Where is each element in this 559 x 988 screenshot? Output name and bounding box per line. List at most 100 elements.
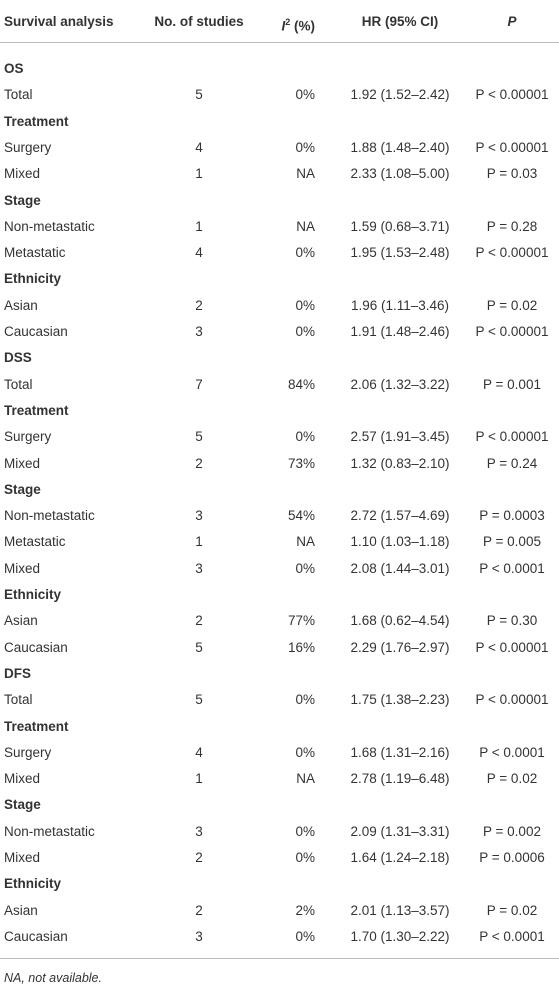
i2: 84% — [287, 376, 315, 392]
p-value: P = 0.02 — [486, 902, 538, 918]
hr: 2.01 (1.13–3.57) — [350, 902, 450, 918]
i2: 0% — [295, 324, 315, 339]
i2-sup: 2 — [285, 17, 291, 27]
row-label: Caucasian — [4, 639, 68, 655]
studies: 4 — [195, 139, 203, 155]
p-value: P < 0.00001 — [475, 692, 549, 708]
i2: NA — [296, 218, 315, 234]
studies: 4 — [195, 245, 203, 261]
bottom-rule — [0, 958, 559, 959]
studies: 5 — [195, 639, 203, 655]
header-rule — [0, 42, 559, 43]
row-label: Non-metastatic — [4, 218, 95, 234]
i2: 2% — [295, 902, 315, 918]
hr: 1.96 (1.11–3.46) — [350, 297, 450, 313]
i2: 0% — [295, 87, 315, 103]
studies: 4 — [195, 744, 203, 760]
hr: 1.70 (1.30–2.22) — [350, 928, 450, 944]
studies: 2 — [195, 850, 203, 865]
studies: 2 — [195, 902, 203, 918]
i2: 0% — [295, 823, 315, 839]
p-value: P = 0.001 — [483, 376, 541, 392]
row-label: Caucasian — [4, 928, 68, 944]
header-hr: HR (95% CI) — [361, 14, 439, 29]
p-value: P < 0.00001 — [475, 429, 549, 445]
i2: 0% — [295, 429, 315, 445]
i2-unit: (%) — [294, 18, 315, 34]
hr: 2.29 (1.76–2.97) — [350, 639, 450, 655]
group-label: Stage — [4, 192, 41, 208]
hr: 2.33 (1.08–5.00) — [350, 166, 450, 182]
row-label: Total — [4, 376, 33, 392]
p-value: P < 0.0001 — [479, 928, 545, 944]
i2: 0% — [295, 850, 315, 865]
i2: NA — [296, 166, 315, 182]
hr: 2.78 (1.19–6.48) — [350, 771, 450, 787]
i2: 16% — [287, 639, 315, 655]
row-label: Mixed — [4, 455, 41, 471]
row-label: Surgery — [4, 744, 52, 760]
hr: 1.88 (1.48–2.40) — [350, 139, 450, 155]
group-label: Ethnicity — [4, 587, 62, 602]
studies: 3 — [195, 928, 203, 944]
row-label: Asian — [4, 902, 38, 918]
p-value: P = 0.0003 — [479, 508, 545, 524]
p-value: P = 0.005 — [483, 534, 541, 550]
studies: 2 — [195, 613, 203, 629]
hr: 1.75 (1.38–2.23) — [350, 692, 450, 708]
group-label: Treatment — [4, 113, 69, 129]
studies: 1 — [195, 534, 203, 550]
i2: 73% — [287, 455, 315, 471]
p-value: P < 0.00001 — [475, 639, 549, 655]
studies: 7 — [195, 376, 203, 392]
hr: 1.59 (0.68–3.71) — [350, 218, 450, 234]
hr: 2.06 (1.32–3.22) — [350, 376, 450, 392]
row-label: Metastatic — [4, 245, 66, 261]
hr: 1.95 (1.53–2.48) — [350, 245, 450, 261]
studies: 1 — [195, 218, 203, 234]
p-value: P = 0.002 — [483, 823, 541, 839]
footnote: NA, not available. — [4, 971, 102, 985]
group-label: Ethnicity — [4, 271, 62, 287]
header-studies: No. of studies — [154, 14, 244, 29]
i2: 77% — [287, 613, 315, 629]
p-value: P < 0.00001 — [475, 139, 549, 155]
row-label: Asian — [4, 297, 38, 313]
studies: 3 — [195, 508, 203, 524]
p-value: P < 0.0001 — [479, 744, 545, 760]
hr: 1.68 (0.62–4.54) — [350, 613, 450, 629]
group-label: DFS — [4, 665, 31, 681]
header-analysis: Survival analysis — [4, 14, 114, 29]
group-label: Treatment — [4, 402, 69, 418]
i2: 0% — [295, 744, 315, 760]
p-value: P < 0.00001 — [475, 245, 549, 261]
p-value: P = 0.02 — [486, 771, 538, 787]
row-label: Mixed — [4, 166, 41, 182]
hr: 2.72 (1.57–4.69) — [350, 508, 450, 524]
group-label: Treatment — [4, 718, 69, 734]
i2: NA — [296, 771, 315, 787]
group-label: Stage — [4, 481, 41, 497]
studies: 3 — [195, 823, 203, 839]
group-label: DSS — [4, 350, 32, 366]
p-value: P = 0.30 — [486, 613, 538, 629]
group-label: Stage — [4, 797, 41, 813]
row-label: Surgery — [4, 429, 52, 445]
hr: 1.64 (1.24–2.18) — [350, 850, 450, 865]
studies: 3 — [195, 560, 203, 576]
row-label: Metastatic — [4, 534, 66, 550]
row-label: Total — [4, 692, 33, 708]
i2: 0% — [295, 297, 315, 313]
studies: 3 — [195, 324, 203, 339]
p-value: P = 0.02 — [486, 297, 538, 313]
p-value: P = 0.24 — [486, 455, 538, 471]
studies: 5 — [195, 87, 203, 103]
i2: NA — [296, 534, 315, 550]
p-value: P = 0.0006 — [479, 850, 545, 865]
studies: 1 — [195, 166, 203, 182]
hr: 1.91 (1.48–2.46) — [350, 324, 450, 339]
row-label: Total — [4, 87, 33, 103]
row-label: Mixed — [4, 771, 41, 787]
studies: 2 — [195, 455, 203, 471]
